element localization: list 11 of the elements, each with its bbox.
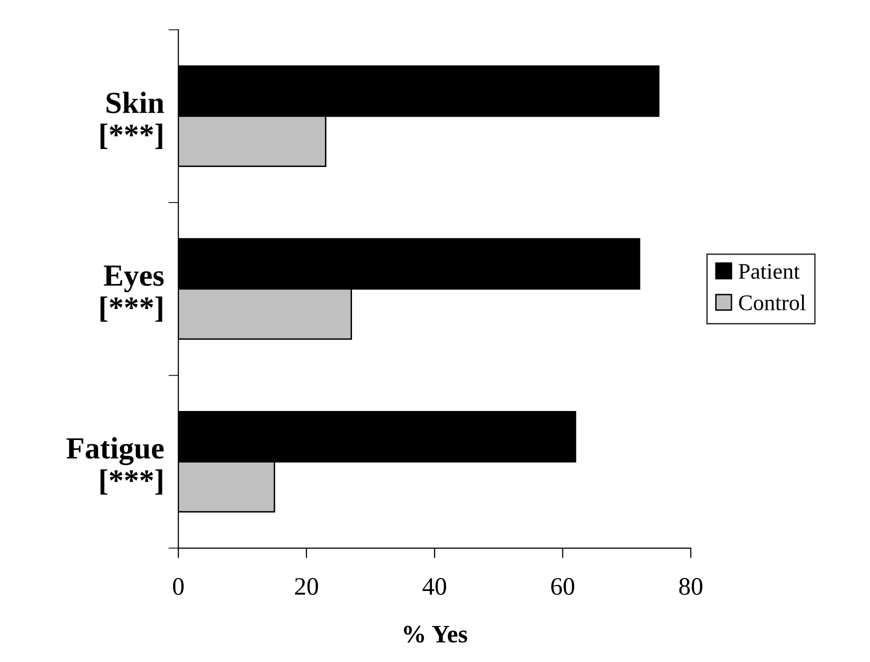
x-tick-label: 20 — [295, 578, 318, 595]
y-tick-label: Eyes [***] — [100, 266, 164, 322]
x-tick-label: 60 — [551, 578, 574, 595]
legend-label: Control — [739, 294, 806, 310]
y-tick-label: Fatigue [***] — [66, 437, 164, 495]
x-tick-label: 80 — [679, 578, 702, 595]
y-tick-label: Skin [***] — [100, 92, 164, 149]
legend-label: Patient — [738, 264, 800, 279]
x-tick-label: 40 — [422, 578, 446, 595]
x-tick-label: 0 — [173, 578, 184, 595]
x-axis-title: % Yes — [404, 626, 468, 643]
